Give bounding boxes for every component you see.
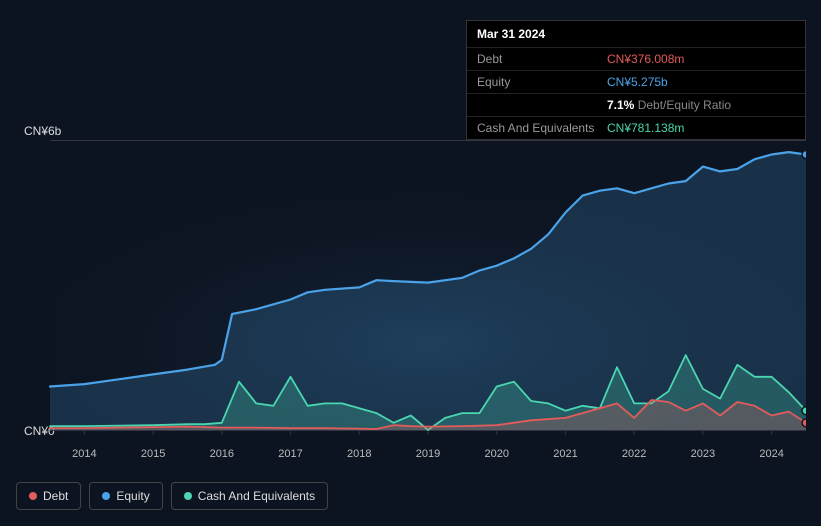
x-tick-label: 2022 [622,448,646,460]
x-tick-label: 2024 [759,448,783,460]
tooltip-row-cash: Cash And Equivalents CN¥781.138m [467,117,805,139]
y-tick-max: CN¥6b [24,124,61,138]
tooltip-date: Mar 31 2024 [467,21,805,48]
tooltip-ratio-spacer [477,98,607,112]
x-tick-label: 2014 [72,448,96,460]
x-tick-label: 2023 [691,448,715,460]
chart-svg [16,140,806,440]
x-tick-label: 2016 [210,448,234,460]
tooltip-row-equity: Equity CN¥5.275b [467,71,805,94]
legend-label: Cash And Equivalents [198,489,315,503]
tooltip-debt-value: CN¥376.008m [607,52,795,66]
legend-item-debt[interactable]: Debt [16,482,81,510]
x-tick-label: 2020 [484,448,508,460]
tooltip-cash-label: Cash And Equivalents [477,121,607,135]
tooltip-debt-label: Debt [477,52,607,66]
tooltip-ratio-pct: 7.1% [607,98,634,112]
tooltip-equity-value: CN¥5.275b [607,75,795,89]
tooltip-ratio-label: Debt/Equity Ratio [638,98,731,112]
x-tick-label: 2021 [553,448,577,460]
tooltip-cash-value: CN¥781.138m [607,121,795,135]
legend-label: Equity [116,489,149,503]
tooltip-row-ratio: 7.1% Debt/Equity Ratio [467,94,805,117]
legend-label: Debt [43,489,68,503]
tooltip-panel: Mar 31 2024 Debt CN¥376.008m Equity CN¥5… [466,20,806,140]
legend-swatch [29,492,37,500]
legend: Debt Equity Cash And Equivalents [16,482,328,510]
tooltip-ratio-value: 7.1% Debt/Equity Ratio [607,98,795,112]
x-tick-label: 2017 [278,448,302,460]
legend-item-equity[interactable]: Equity [89,482,162,510]
x-tick-label: 2018 [347,448,371,460]
tooltip-row-debt: Debt CN¥376.008m [467,48,805,71]
legend-item-cash[interactable]: Cash And Equivalents [171,482,328,510]
legend-swatch [102,492,110,500]
tooltip-equity-label: Equity [477,75,607,89]
x-tick-label: 2015 [141,448,165,460]
legend-swatch [184,492,192,500]
x-tick-label: 2019 [416,448,440,460]
